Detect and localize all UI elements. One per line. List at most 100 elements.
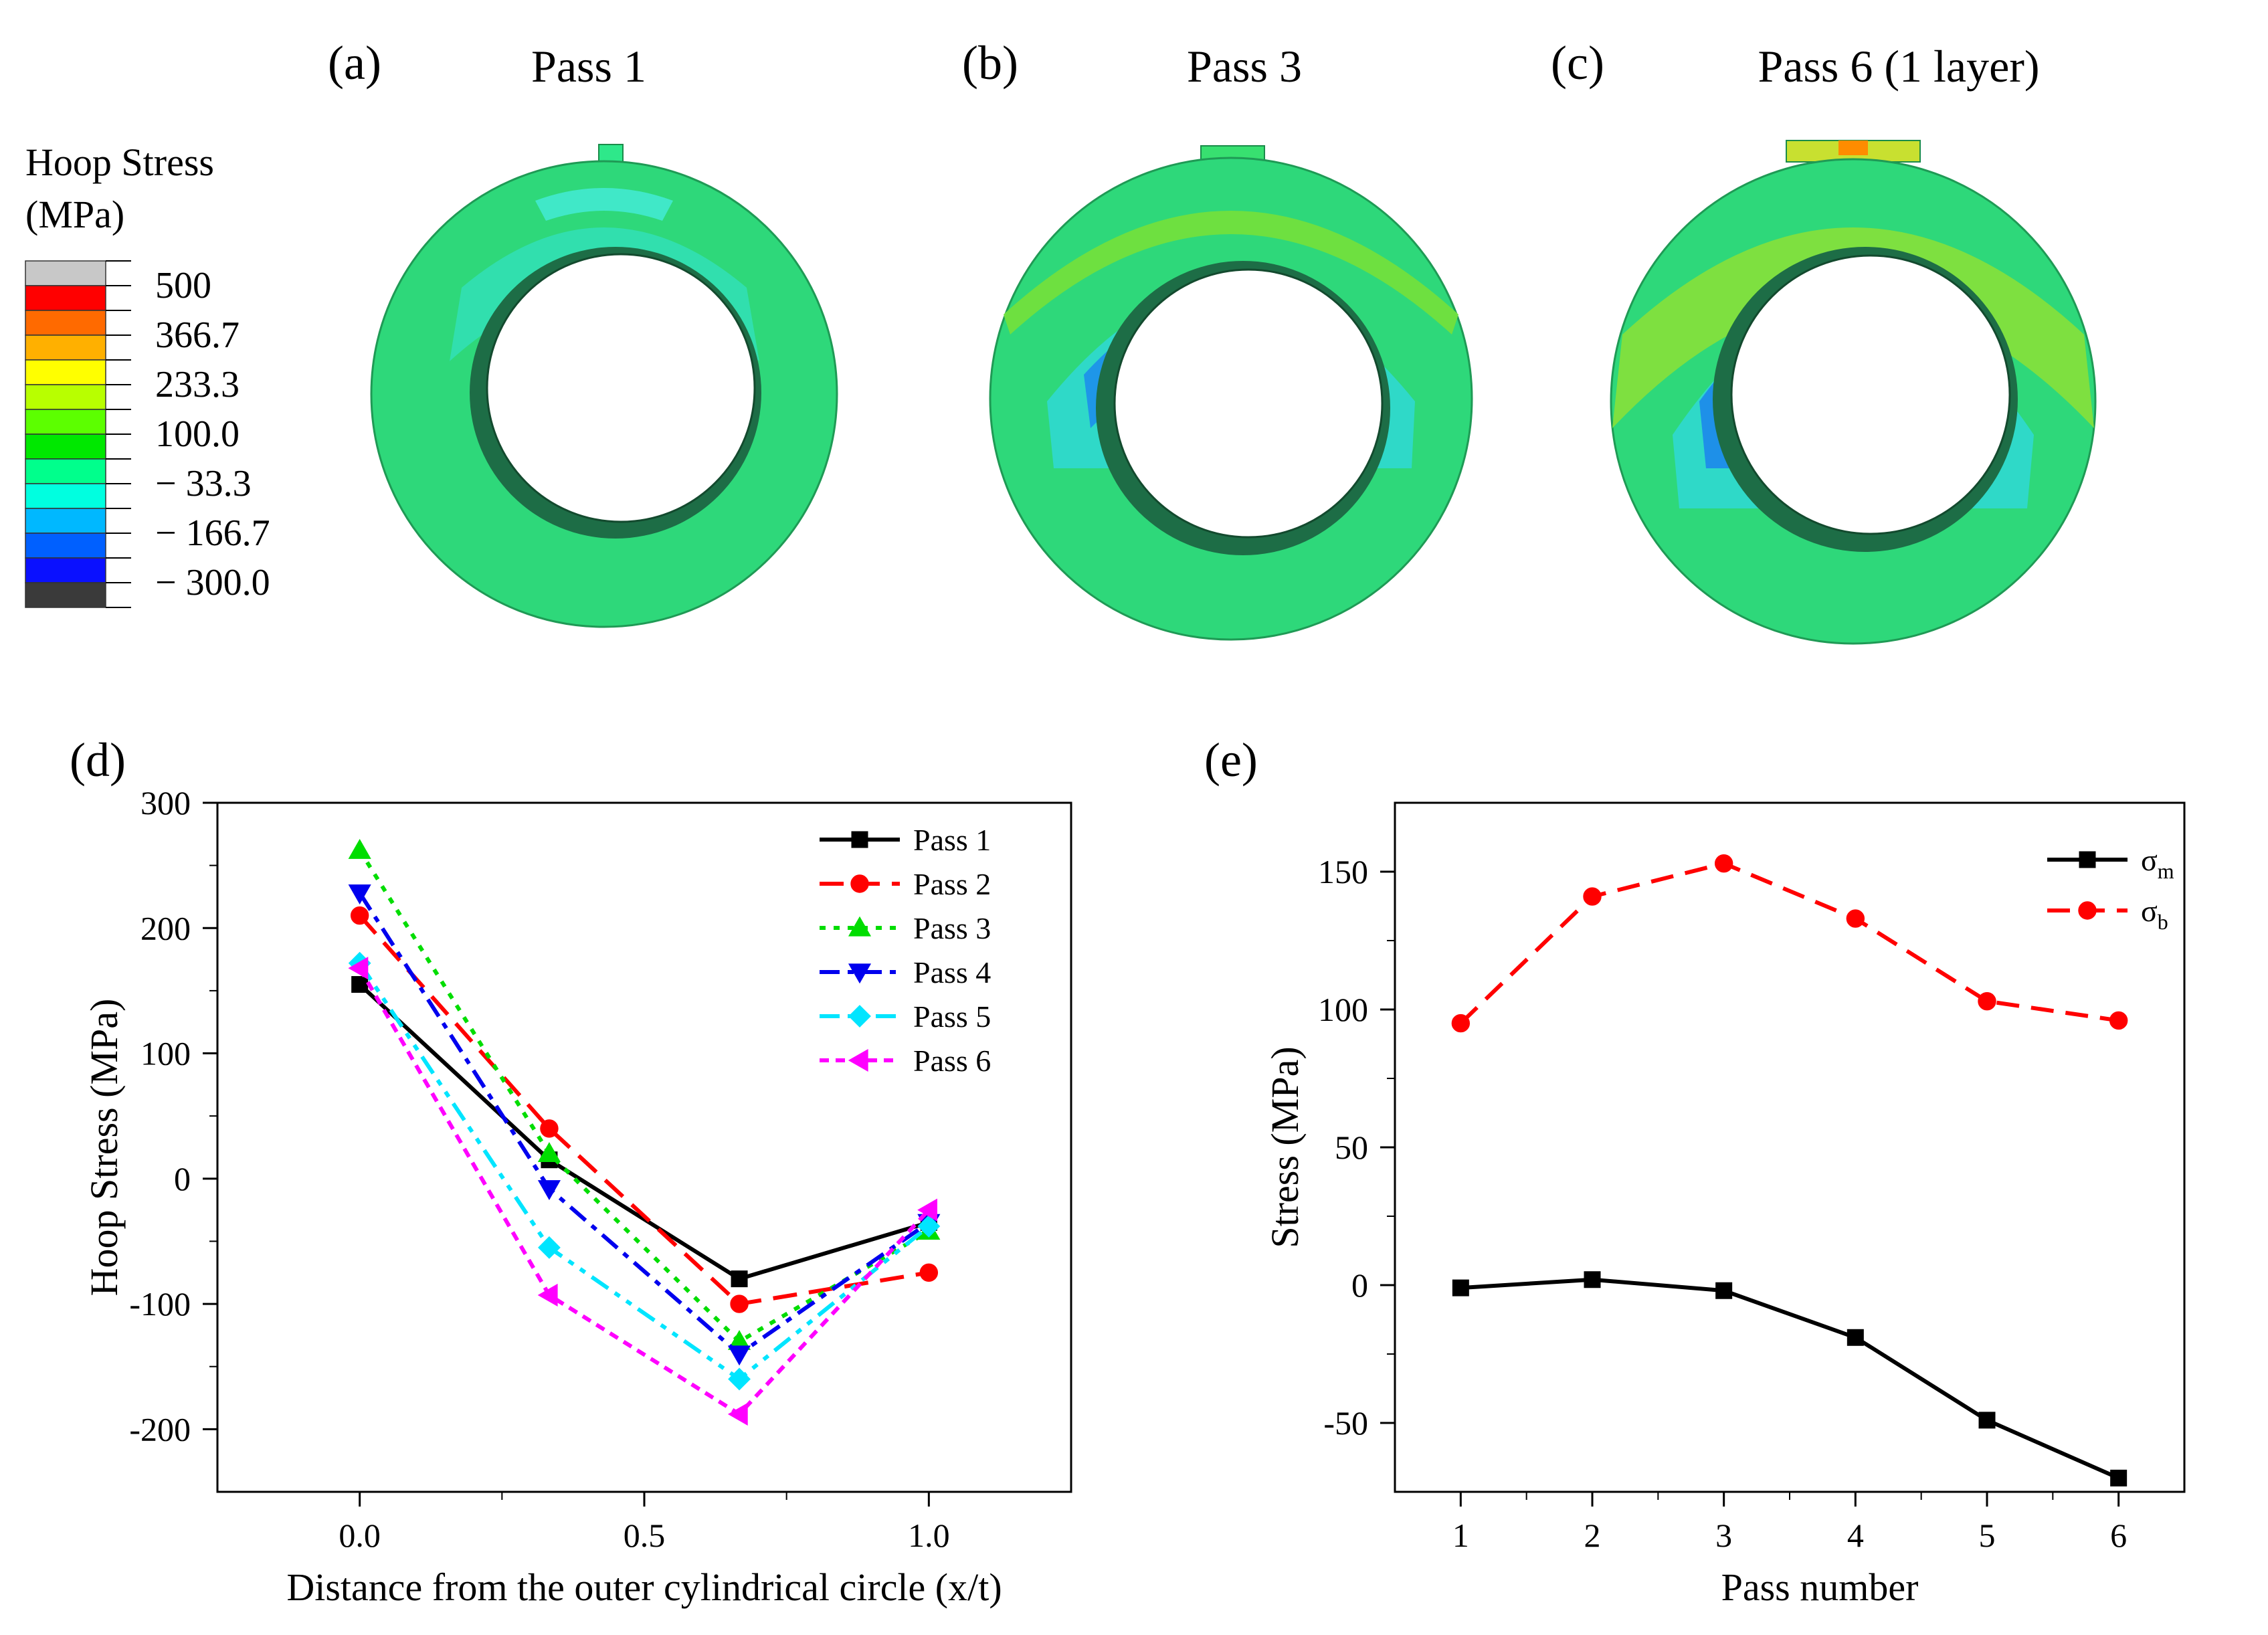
- legend-label: Pass 5: [913, 999, 991, 1034]
- ring-c-bore: [1730, 254, 2011, 535]
- data-point: [537, 1283, 558, 1307]
- colorbar-swatch: [25, 285, 106, 311]
- data-point: [2078, 901, 2097, 920]
- colorbar-swatch: [25, 359, 106, 385]
- chart-d-legend: Pass 1 Pass 2 Pass 3 Pass 4 Pass 5 Pass 6: [820, 823, 991, 1078]
- chart-hoop-stress: 0.0 0.5 1.0 -200 -100 0 100 200 300 Pass 1 Pass 2…: [82, 784, 1072, 1609]
- data-point: [540, 1119, 559, 1138]
- series-line: [358, 892, 931, 1357]
- panel-c-letter: (c): [1551, 36, 1604, 90]
- colorbar-swatch: [25, 434, 106, 460]
- y-tick-label: 100: [1318, 991, 1368, 1028]
- panel-a-title: Pass 1: [531, 41, 646, 92]
- legend-label-subscript: m: [2158, 859, 2174, 883]
- colorbar-label: − 166.7: [155, 512, 270, 554]
- data-point: [728, 1367, 751, 1391]
- data-point: [1451, 1014, 1471, 1033]
- contour-legend-labels: 500 366.7 233.3 100.0 − 33.3 − 166.7 − 300.0: [155, 265, 270, 603]
- y-tick-label: 100: [140, 1035, 191, 1072]
- data-point: [851, 831, 868, 848]
- legend-label: σb: [2141, 894, 2168, 934]
- colorbar-swatch: [25, 458, 106, 484]
- data-point: [848, 963, 872, 984]
- data-point: [727, 1402, 748, 1426]
- data-point: [1584, 1271, 1601, 1288]
- x-tick-label: 0.5: [624, 1517, 666, 1554]
- x-tick-label: 0.0: [339, 1517, 381, 1554]
- series-line: [358, 962, 931, 1382]
- data-point: [537, 1142, 561, 1163]
- y-tick-label: 300: [140, 784, 191, 822]
- legend-label: Pass 6: [913, 1044, 991, 1078]
- data-point: [348, 884, 371, 905]
- legend-entry: Pass 5: [820, 999, 991, 1034]
- ring-b-bore: [1113, 268, 1384, 539]
- data-point: [1847, 1329, 1864, 1346]
- colorbar-swatch: [25, 384, 106, 410]
- series-line: [358, 849, 930, 1345]
- chart-d-ticks: 0.0 0.5 1.0 -200 -100 0 100 200 300: [129, 784, 949, 1554]
- series-pass-1: [351, 976, 937, 1288]
- colorbar-swatch: [25, 483, 106, 509]
- colorbar-swatch: [25, 334, 106, 361]
- legend-entry: Pass 6: [820, 1044, 991, 1078]
- x-tick-label: 6: [2110, 1517, 2127, 1554]
- series-pass-4: [348, 884, 941, 1366]
- chart-d-xlabel: Distance from the outer cylindrical circ…: [286, 1565, 1002, 1609]
- contour-legend-colorbar: [25, 260, 131, 608]
- series-line: [358, 983, 930, 1281]
- legend-label: Pass 2: [913, 867, 991, 901]
- chart-e-legend: σm σb: [2047, 843, 2174, 934]
- y-tick-label: 200: [140, 909, 191, 947]
- data-point: [538, 1236, 561, 1259]
- data-point: [919, 1263, 939, 1282]
- colorbar-label: − 300.0: [155, 562, 270, 603]
- contour-legend-unit: (MPa): [25, 193, 124, 236]
- legend-label: σm: [2141, 843, 2174, 883]
- colorbar-swatch: [25, 409, 106, 435]
- y-tick-label: 0: [174, 1160, 191, 1197]
- data-point: [350, 906, 369, 925]
- data-point: [348, 957, 369, 980]
- series-line: [1460, 1277, 2119, 1480]
- legend-label: Pass 4: [913, 955, 991, 989]
- x-tick-label: 1: [1452, 1517, 1469, 1554]
- x-tick-label: 4: [1847, 1517, 1864, 1554]
- data-point: [348, 838, 371, 859]
- contour-plot-pass-1: [370, 144, 838, 628]
- colorbar-label: 500: [155, 265, 211, 306]
- y-tick-label: 0: [1351, 1266, 1368, 1304]
- data-point: [1846, 909, 1865, 928]
- ring-b-region-warm: [1004, 211, 1458, 334]
- legend-entry: Pass 2: [820, 867, 991, 901]
- chart-d-series: [348, 838, 941, 1426]
- contour-legend-title: Hoop Stress: [25, 140, 214, 184]
- colorbar-label: 100.0: [155, 413, 240, 455]
- data-point: [917, 1215, 941, 1238]
- series-sigma-b: [1451, 854, 2128, 1033]
- data-point: [2079, 851, 2096, 868]
- ring-c-region-warm: [1612, 227, 2094, 428]
- colorbar-swatch: [25, 533, 106, 559]
- panel-e-letter: (e): [1204, 733, 1258, 787]
- legend-entry: Pass 4: [820, 955, 991, 989]
- legend-entry: Pass 3: [820, 911, 991, 945]
- chart-d-ylabel: Hoop Stress (MPa): [82, 999, 126, 1296]
- chart-e-series: [1451, 854, 2128, 1486]
- data-point: [848, 1048, 868, 1072]
- chart-e-ticks: 1 2 3 4 5 6 -50 0 50 100 150: [1318, 853, 2127, 1554]
- panel-c-title: Pass 6 (1 layer): [1758, 41, 2039, 92]
- series-line: [358, 967, 931, 1417]
- colorbar-swatch: [25, 260, 106, 286]
- colorbar-swatch: [25, 508, 106, 534]
- series-line: [358, 914, 929, 1307]
- data-point: [1452, 1279, 1469, 1296]
- data-point: [848, 916, 872, 937]
- data-point: [1715, 1282, 1733, 1299]
- colorbar-label: 233.3: [155, 364, 240, 405]
- legend-entry: Pass 1: [820, 823, 991, 857]
- colorbar-swatch: [25, 310, 106, 336]
- panel-b-title: Pass 3: [1187, 41, 1302, 92]
- legend-label: Pass 1: [913, 823, 991, 857]
- data-point: [351, 976, 369, 993]
